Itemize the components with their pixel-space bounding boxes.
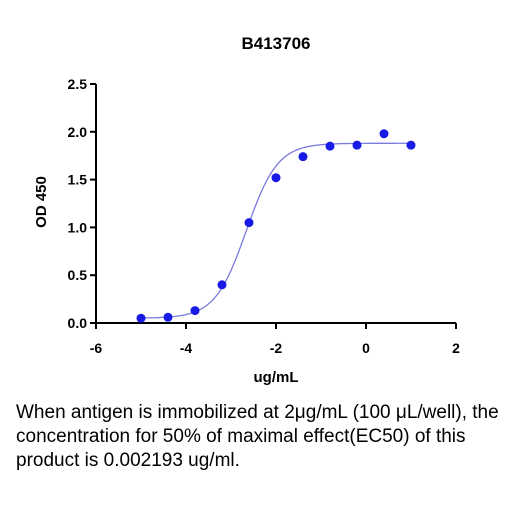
data-point (298, 152, 308, 162)
fit-curve-layer (140, 142, 411, 319)
x-tick-label: 0 (362, 340, 370, 356)
y-tick-label: 2.0 (68, 124, 88, 140)
data-point (352, 140, 362, 150)
data-point (406, 140, 416, 150)
axes: 0.0 0.5 1.0 1.5 2.0 2.5 -6 -4 -2 0 2 (68, 76, 461, 356)
x-tick-label: 2 (452, 340, 460, 356)
y-tick-label: 2.5 (68, 76, 88, 92)
data-point (379, 129, 389, 139)
y-tick-label: 1.0 (68, 219, 88, 235)
x-tick-label: -2 (270, 340, 283, 356)
chart: B413706 0.0 0.5 1.0 1.5 2.0 2.5 -6 -4 -2 0 2 ug/mL… (33, 34, 461, 386)
data-points (136, 129, 416, 323)
caption-text: When antigen is immobilized at 2μg/mL (1… (16, 402, 499, 471)
y-tick-label: 0.0 (68, 315, 88, 331)
x-tick-label: -4 (180, 340, 193, 356)
x-tick-label: -6 (90, 340, 103, 356)
y-axis-label: OD 450 (33, 176, 50, 228)
x-axis-label: ug/mL (254, 369, 299, 386)
chart-title: B413706 (241, 34, 310, 53)
fit-curve (140, 142, 411, 319)
data-point (217, 280, 227, 290)
y-tick-label: 0.5 (68, 267, 88, 283)
data-point (271, 173, 281, 183)
data-point (136, 313, 146, 323)
data-point (163, 312, 173, 322)
y-tick-label: 1.5 (68, 172, 88, 188)
data-point (244, 218, 254, 228)
data-point (325, 141, 335, 151)
data-point (190, 306, 200, 316)
